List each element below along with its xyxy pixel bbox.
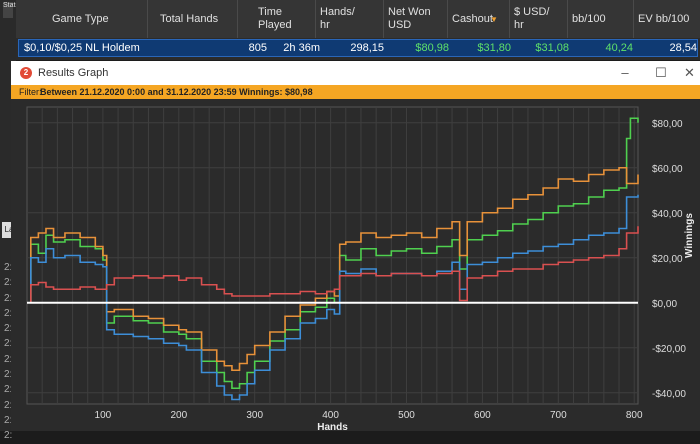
y-tick-label: $60,00 <box>652 164 683 175</box>
x-axis-title: Hands <box>317 422 348 431</box>
filter-bar: Filter: Between 21.12.2020 0:00 and 31.1… <box>11 85 700 99</box>
side-number: 2: <box>4 353 13 365</box>
filter-label: Filter: <box>19 87 42 97</box>
col-bb100[interactable]: bb/100 <box>568 0 634 38</box>
cell-net-won: $80,98 <box>415 42 449 54</box>
window-title: Results Graph <box>38 67 109 79</box>
cell-game-type: $0,10/$0,25 NL Holdem <box>24 42 140 54</box>
x-tick-label: 100 <box>95 410 112 421</box>
side-number: 2: <box>4 369 13 381</box>
side-number: 2: <box>4 323 13 335</box>
x-tick-label: 500 <box>398 410 415 421</box>
side-number: 2: <box>4 277 13 289</box>
col-hands-hr[interactable]: Hands/ hr <box>316 0 384 38</box>
title-bar[interactable]: 2 Results Graph – ☐ ✕ <box>11 61 700 85</box>
side-number: 2: <box>4 292 13 304</box>
results-graph-window: 2 Results Graph – ☐ ✕ Filter: Between 21… <box>11 61 700 431</box>
col-ev-bb100[interactable]: EV bb/100 <box>638 12 690 25</box>
y-axis-title: Winnings <box>684 213 695 258</box>
series-line-2 <box>27 166 639 372</box>
y-tick-label: -$20,00 <box>652 344 686 355</box>
x-tick-label: 400 <box>322 410 339 421</box>
stats-side-tab[interactable]: Stats <box>3 2 19 18</box>
y-tick-label: $0,00 <box>652 299 677 310</box>
col-time-played[interactable]: Time Played <box>238 0 316 38</box>
side-number: 2: <box>4 307 13 319</box>
series-line-4 <box>27 226 639 304</box>
x-tick-label: 300 <box>246 410 263 421</box>
filter-text: Between 21.12.2020 0:00 and 31.12.2020 2… <box>40 87 313 97</box>
side-number-column: 2: 2: 2: 2: 2: 2: 2: 2: 2: 2: 2: 2: <box>4 260 12 444</box>
x-tick-label: 600 <box>474 410 491 421</box>
cell-time-played: 2h 36m <box>283 42 320 54</box>
y-tick-label: $80,00 <box>652 119 683 130</box>
y-tick-label: $20,00 <box>652 254 683 265</box>
results-chart[interactable]: 100 200 300 400 500 600 700 800 $80,00 $60,00 $40,… <box>11 99 700 431</box>
cell-ev-bb100: 28,54 <box>669 42 697 54</box>
table-row[interactable]: $0,10/$0,25 NL Holdem 805 2h 36m 298,15 … <box>18 39 698 57</box>
sort-desc-icon: ▼ <box>490 14 498 24</box>
cell-cashout: $31,80 <box>477 42 511 54</box>
side-number: 2: <box>4 414 13 426</box>
y-tick-label: -$40,00 <box>652 389 686 400</box>
plot-area <box>26 106 639 405</box>
x-tick-label: 200 <box>170 410 187 421</box>
side-number: 2: <box>4 338 13 350</box>
app-icon: 2 <box>20 67 32 79</box>
col-net-won[interactable]: Net Won USD <box>384 0 448 38</box>
side-number: 2: <box>4 384 13 396</box>
x-tick-label: 800 <box>626 410 643 421</box>
stats-table: Game Type Total Hands Time Played Hands/… <box>16 0 700 60</box>
cell-hands-hr: 298,15 <box>350 42 384 54</box>
side-number: 2: <box>4 399 13 411</box>
cell-bb100: 40,24 <box>605 42 633 54</box>
table-header: Game Type Total Hands Time Played Hands/… <box>16 0 700 38</box>
maximize-button[interactable]: ☐ <box>655 65 667 80</box>
col-usd-hr[interactable]: $ USD/ hr <box>510 0 568 38</box>
col-total-hands[interactable]: Total Hands <box>148 0 238 38</box>
series-line-3 <box>27 194 639 401</box>
cell-total-hands: 805 <box>248 42 267 54</box>
side-number: 2: <box>4 262 13 273</box>
y-tick-label: $40,00 <box>652 209 683 220</box>
close-button[interactable]: ✕ <box>684 65 695 80</box>
x-tick-label: 700 <box>550 410 567 421</box>
col-cashout[interactable]: Cashout ▼ <box>448 0 510 38</box>
cell-usd-hr: $31,08 <box>535 42 569 54</box>
col-game-type[interactable]: Game Type <box>16 0 148 38</box>
minimize-button[interactable]: – <box>621 65 629 80</box>
